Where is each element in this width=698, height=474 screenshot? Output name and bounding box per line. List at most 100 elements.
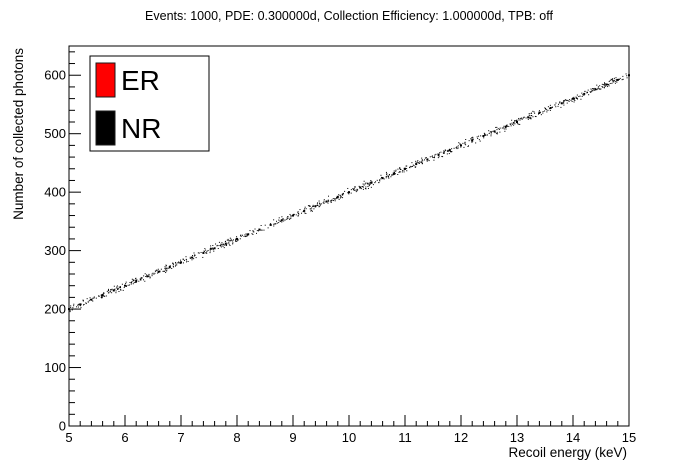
data-point xyxy=(100,295,102,297)
data-point xyxy=(566,99,568,101)
data-point xyxy=(189,257,191,259)
data-point xyxy=(505,128,507,130)
data-point xyxy=(464,141,466,143)
data-point xyxy=(456,147,458,149)
data-point xyxy=(484,134,486,136)
data-point xyxy=(355,191,357,193)
data-point xyxy=(340,196,342,198)
data-point xyxy=(151,273,153,275)
data-point xyxy=(232,242,234,244)
data-point xyxy=(80,305,82,307)
data-point xyxy=(182,258,184,260)
data-point xyxy=(319,202,321,204)
data-point xyxy=(222,243,224,245)
data-point xyxy=(98,295,100,297)
data-point xyxy=(572,98,574,100)
data-point xyxy=(376,179,378,181)
data-point xyxy=(421,160,423,162)
data-point xyxy=(221,242,223,244)
data-point xyxy=(291,215,293,217)
data-point xyxy=(218,241,220,243)
data-point xyxy=(106,290,108,292)
data-point xyxy=(560,102,562,104)
data-point xyxy=(290,215,292,217)
data-point xyxy=(581,95,583,97)
data-point xyxy=(382,177,384,179)
data-point xyxy=(602,84,604,86)
data-point xyxy=(496,133,498,135)
data-point xyxy=(403,169,405,171)
data-point xyxy=(498,128,500,130)
data-point xyxy=(237,239,239,241)
x-tick-label: 15 xyxy=(622,430,636,445)
data-point xyxy=(172,265,174,267)
data-point xyxy=(432,157,434,159)
data-point xyxy=(402,170,404,172)
data-point xyxy=(472,138,474,140)
data-point xyxy=(166,267,168,269)
data-point xyxy=(270,224,272,226)
data-point xyxy=(521,118,523,120)
data-point xyxy=(348,191,350,193)
data-point xyxy=(603,86,605,88)
data-point xyxy=(293,214,295,216)
data-point xyxy=(615,77,617,79)
data-point xyxy=(212,249,214,251)
data-point xyxy=(527,118,529,120)
data-point xyxy=(616,81,618,83)
data-point xyxy=(421,163,423,165)
data-point xyxy=(333,200,335,202)
data-point xyxy=(608,84,610,86)
data-point xyxy=(540,114,542,116)
data-point xyxy=(230,238,232,240)
data-point xyxy=(566,102,568,104)
data-point xyxy=(587,89,589,91)
data-point xyxy=(518,117,520,119)
data-point xyxy=(331,199,333,201)
data-point xyxy=(359,186,362,189)
data-point xyxy=(221,244,223,246)
data-point xyxy=(439,152,441,154)
data-point xyxy=(380,174,382,176)
data-point xyxy=(153,273,155,275)
data-point xyxy=(597,86,599,88)
x-tick-label: 6 xyxy=(121,430,128,445)
data-point xyxy=(555,102,557,104)
data-point xyxy=(418,162,420,164)
data-point xyxy=(168,267,170,269)
data-point xyxy=(520,117,522,119)
data-point xyxy=(228,239,230,241)
data-point xyxy=(455,147,457,149)
y-tick-label: 100 xyxy=(44,360,66,375)
data-point xyxy=(365,186,367,188)
data-point xyxy=(393,174,395,176)
data-point xyxy=(172,263,174,265)
data-point xyxy=(220,243,222,245)
data-point xyxy=(323,199,325,201)
data-point xyxy=(626,77,628,79)
data-point xyxy=(213,247,216,250)
data-point xyxy=(386,174,388,175)
data-point xyxy=(568,99,570,101)
data-point xyxy=(415,162,417,164)
data-point xyxy=(202,251,205,254)
data-point xyxy=(133,282,135,284)
data-point xyxy=(209,250,211,252)
data-point xyxy=(612,81,614,83)
data-point xyxy=(327,202,329,204)
data-point xyxy=(289,213,291,215)
data-point xyxy=(470,138,472,140)
data-point xyxy=(83,303,85,305)
data-point xyxy=(205,249,207,251)
data-point xyxy=(511,123,513,125)
x-axis: 5 6 7 8 9 10 11 12 13 14 15 xyxy=(65,415,636,445)
data-point xyxy=(550,108,552,110)
data-point xyxy=(202,256,204,258)
data-point xyxy=(516,122,518,124)
data-point xyxy=(478,139,480,141)
data-point xyxy=(448,153,450,155)
data-point xyxy=(69,309,71,311)
data-point xyxy=(392,172,395,175)
data-point xyxy=(309,205,311,207)
data-point xyxy=(523,116,525,118)
